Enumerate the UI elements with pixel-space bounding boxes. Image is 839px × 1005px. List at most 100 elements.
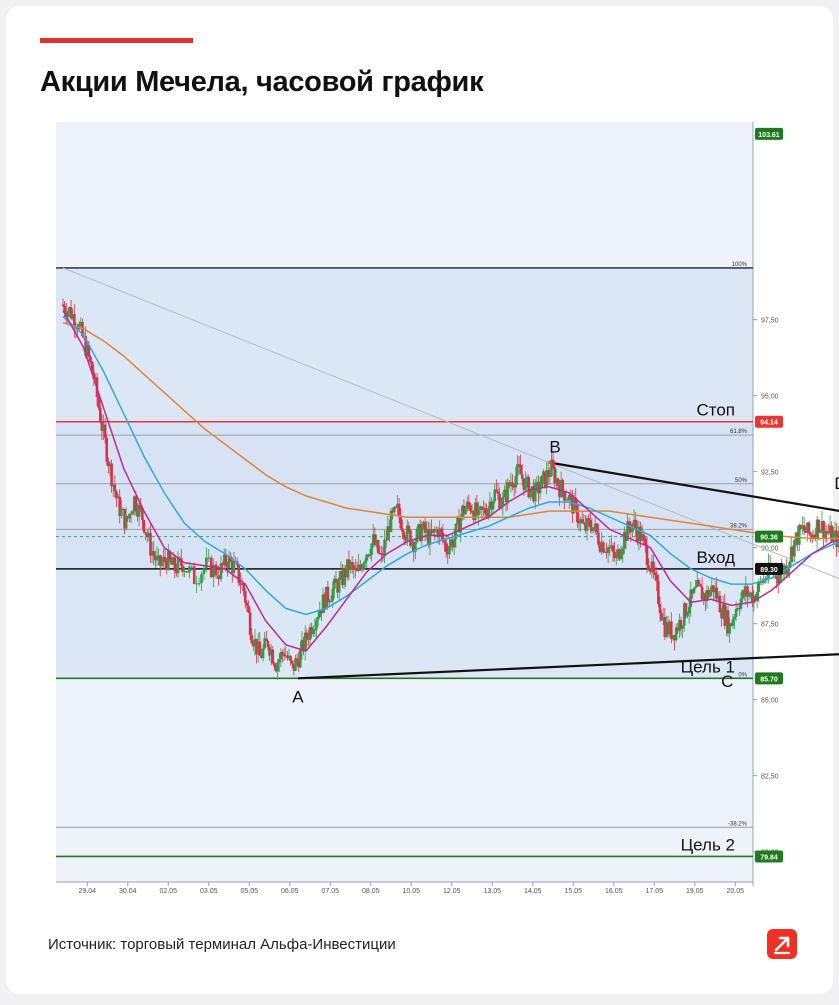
candle-body [197,583,201,585]
candle-body [123,508,126,529]
candle-body [224,554,228,566]
candle-body [637,526,641,541]
candle-body [640,534,644,541]
candle-body [836,531,839,548]
x-tick-label: 08.05 [362,888,380,895]
candle-body [71,314,75,319]
candle-body [775,573,778,579]
candle-body [349,562,352,570]
candle-body [73,314,76,328]
candle-body [294,658,297,671]
candle-body [828,525,832,534]
price-badge [755,127,783,140]
candle-body [157,555,160,557]
candle-body [666,622,670,635]
candle-body [422,522,425,528]
candle-body [313,628,317,631]
candle-body [399,515,403,529]
x-tick-label: 05.05 [241,888,259,895]
candle-body [386,526,390,541]
candle-body [462,505,466,515]
ma-mid-line [62,316,839,616]
candle-body [219,563,223,580]
candle-body [331,588,335,601]
candle-body [793,539,796,557]
candle-body [627,521,631,529]
candle-body [308,627,312,640]
candle-body [405,525,409,541]
candle-body [256,641,260,655]
candle-body [145,533,149,537]
candle-body [830,525,833,543]
price-badge-label: 90.36 [760,535,778,542]
candle-body [214,564,218,576]
candle-body [337,577,341,593]
candle-body [639,526,642,541]
candle-body [105,437,109,462]
candle-body [538,487,542,494]
candle-body [339,571,343,578]
candle-body [171,557,175,565]
candle-body [815,519,819,539]
candle-body [64,312,68,318]
candle-body [428,529,432,546]
candle-body [478,506,482,508]
candle-body [619,554,623,560]
candle-body [410,541,414,546]
candle-body [629,528,633,533]
candle-body [227,556,231,568]
candle-body [66,311,70,318]
candle-body [530,486,534,490]
candle-body [185,571,189,573]
price-badge-label: 89.30 [760,567,778,574]
x-tick-label: 10.05 [403,888,421,895]
x-tick-label: 02.05 [160,888,178,895]
candle-body [491,501,495,510]
candle-body [436,529,440,538]
candle-body [329,600,333,602]
accent-bar [40,38,193,43]
candle-body [120,508,123,517]
candle-body [132,496,136,512]
candle-body [137,504,141,517]
candle-body [367,554,370,556]
candle-body [695,580,699,587]
candle-body [512,486,516,488]
candle-body [527,476,531,498]
x-tick-label: 16.05 [605,888,623,895]
fib-level-label: 38.2% [730,523,748,529]
candle-body [522,478,526,490]
candle-body [655,575,659,581]
candle-body [496,491,500,494]
price-badge-label: 85.70 [760,676,778,683]
candle-body [200,574,203,584]
candle-body [603,551,607,553]
candle-body [721,604,725,619]
candle-body [242,583,245,591]
candle-body [788,561,791,569]
candle-body [726,610,730,634]
candle-body [444,542,448,553]
candle-body [155,556,159,561]
candle-body [663,617,667,637]
candle-body [605,551,608,554]
level-label: Вход [697,548,736,567]
candle-body [576,503,579,523]
candle-body [525,476,529,479]
candle-body [152,551,156,556]
candle-body [167,551,170,570]
candle-body [597,532,600,545]
candle-body [506,482,509,502]
candle-body [287,655,291,659]
candle-body [674,627,678,641]
candle-body [778,574,782,584]
candle-body [168,551,172,560]
fib-level-label: 0% [738,672,747,678]
candle-body [431,529,435,533]
candle-body [98,407,102,422]
candle-body [310,627,313,635]
candle-body [825,531,829,533]
candle-body [451,539,454,548]
candle-body [668,621,671,635]
candle-body [707,590,710,597]
